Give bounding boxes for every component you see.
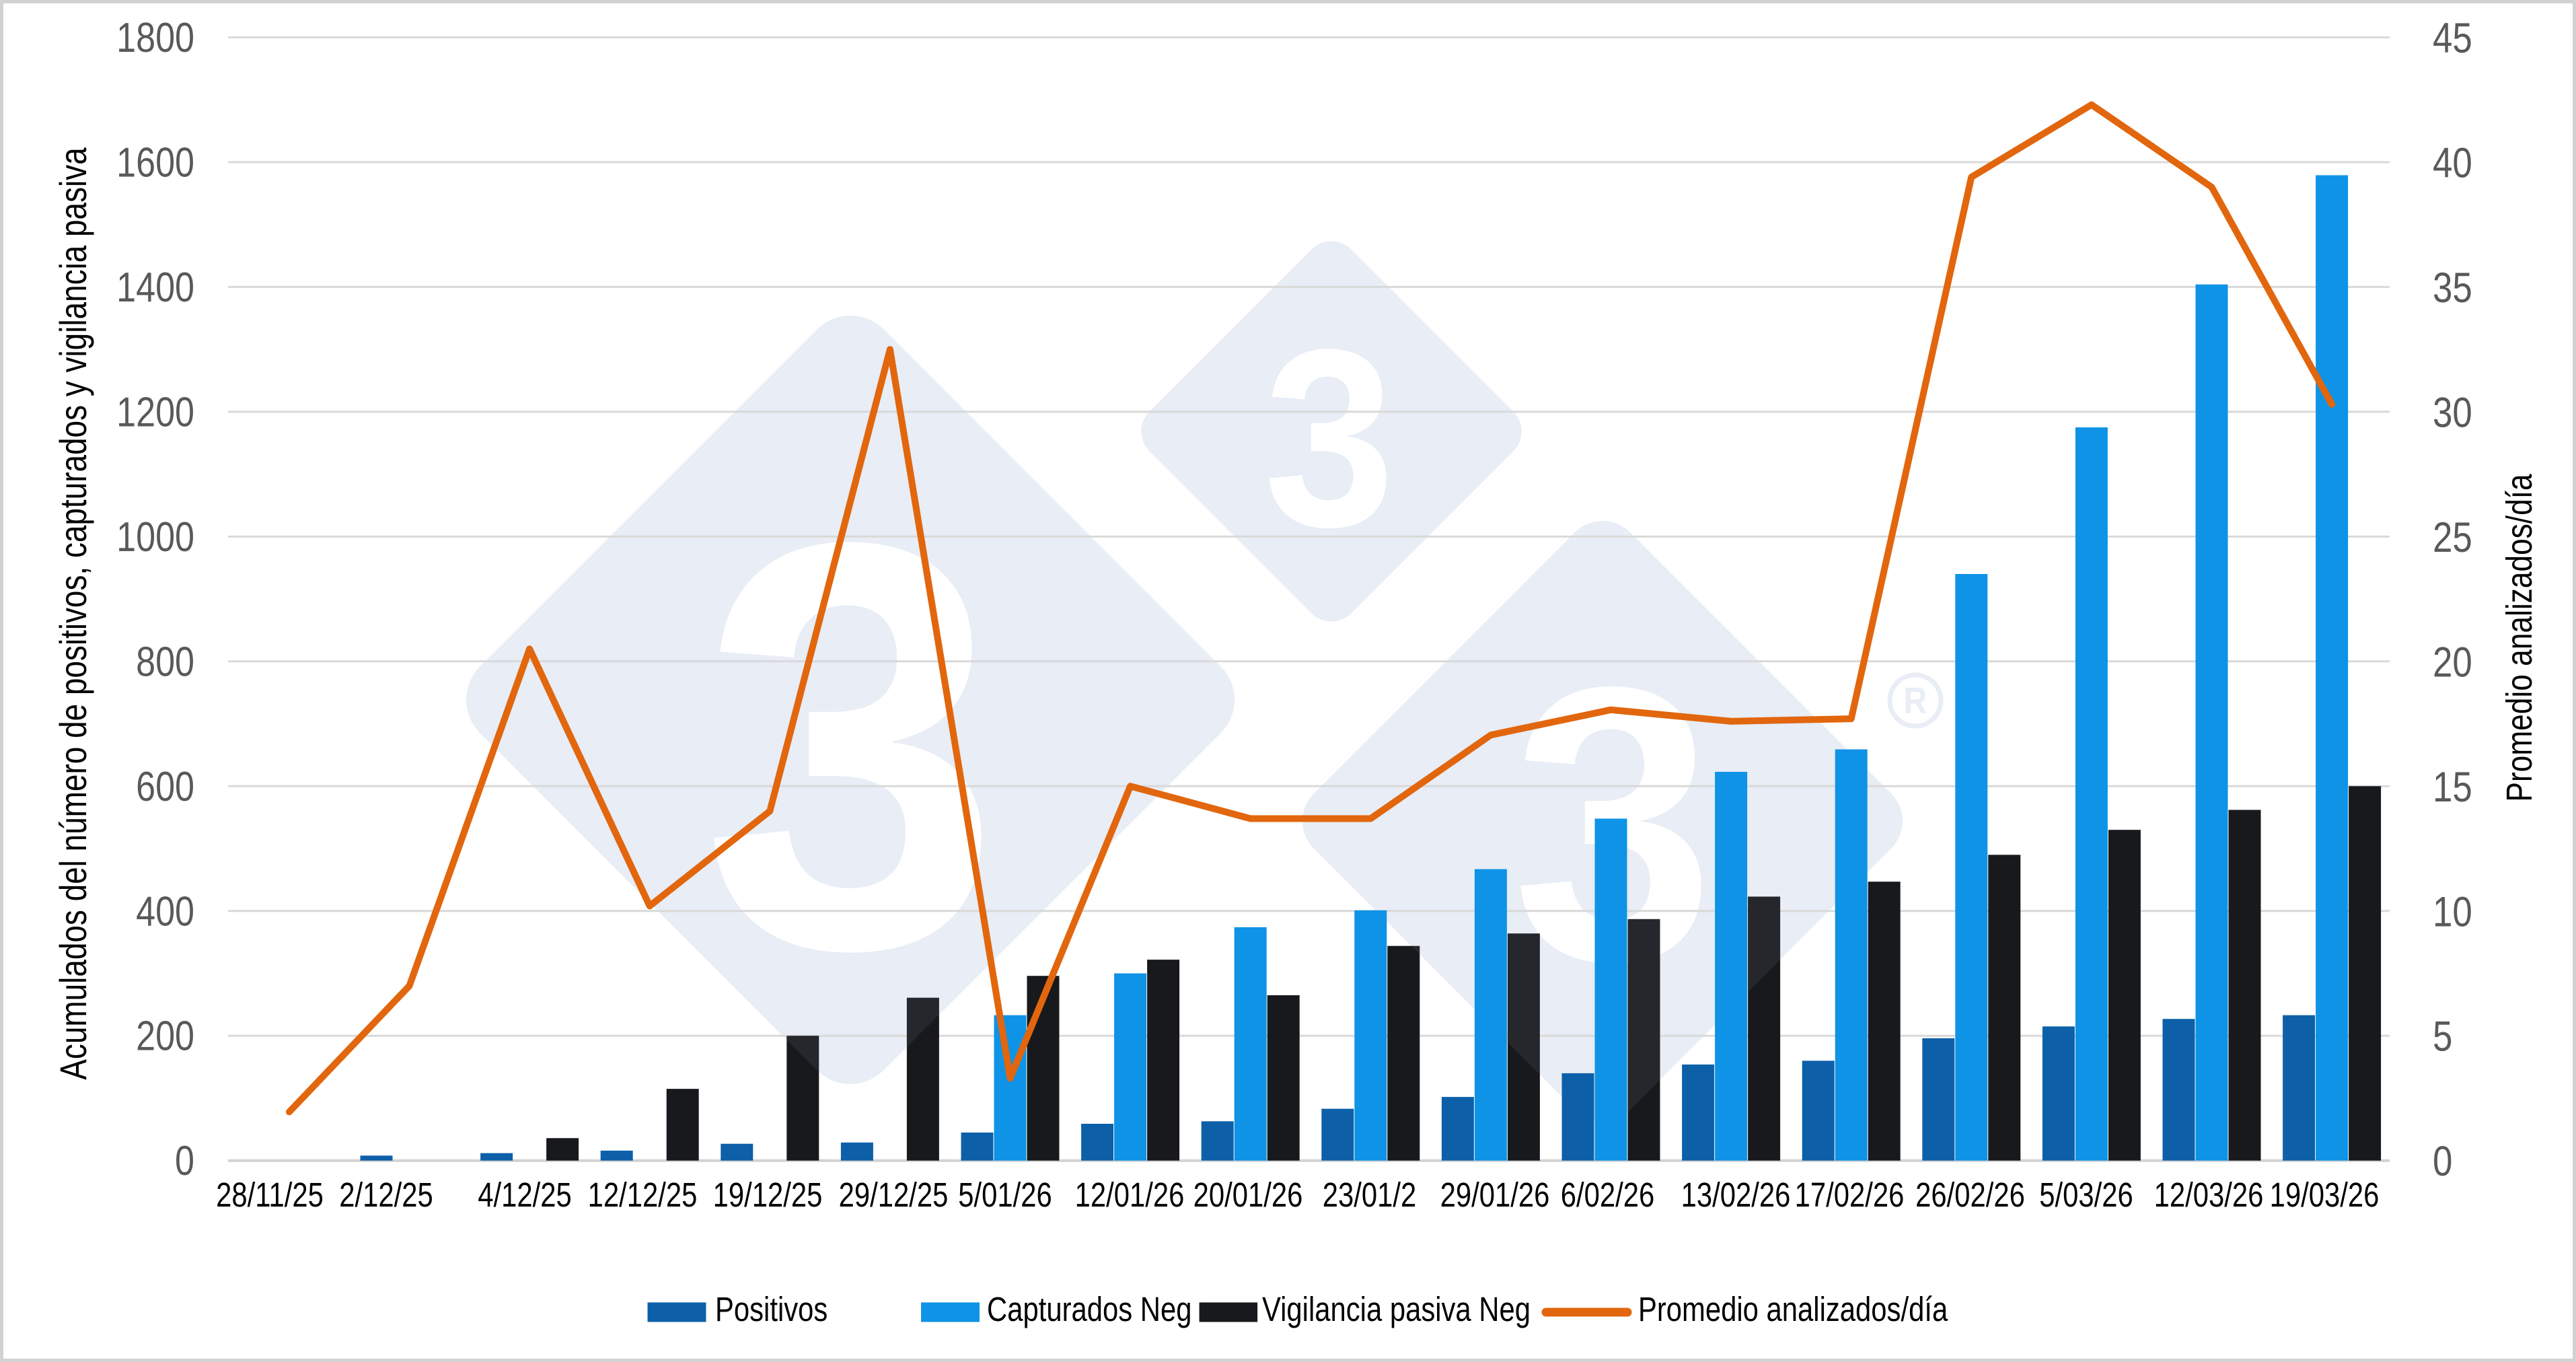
svg-text:29/12/25: 29/12/25 bbox=[839, 1176, 949, 1214]
svg-text:12/12/25: 12/12/25 bbox=[588, 1176, 698, 1214]
svg-text:0: 0 bbox=[2433, 1138, 2452, 1185]
svg-text:19/03/26: 19/03/26 bbox=[2270, 1176, 2380, 1214]
svg-text:3: 3 bbox=[1264, 296, 1395, 579]
svg-text:29/01/26: 29/01/26 bbox=[1440, 1176, 1550, 1214]
svg-text:30: 30 bbox=[2433, 389, 2472, 436]
svg-text:20: 20 bbox=[2433, 639, 2472, 686]
svg-text:12/01/26: 12/01/26 bbox=[1075, 1176, 1185, 1214]
svg-text:17/02/26: 17/02/26 bbox=[1795, 1176, 1905, 1214]
svg-text:1000: 1000 bbox=[116, 514, 194, 561]
svg-text:3: 3 bbox=[702, 422, 1001, 1069]
svg-text:0: 0 bbox=[175, 1138, 194, 1184]
svg-text:20/01/26: 20/01/26 bbox=[1193, 1176, 1303, 1214]
svg-text:5/03/26: 5/03/26 bbox=[2039, 1176, 2133, 1214]
svg-text:600: 600 bbox=[136, 764, 194, 810]
svg-text:800: 800 bbox=[136, 639, 194, 685]
svg-text:19/12/25: 19/12/25 bbox=[713, 1176, 823, 1214]
svg-text:400: 400 bbox=[136, 888, 194, 935]
svg-text:25: 25 bbox=[2433, 514, 2472, 561]
svg-text:35: 35 bbox=[2433, 264, 2472, 312]
svg-text:1800: 1800 bbox=[116, 15, 194, 61]
svg-text:1200: 1200 bbox=[116, 389, 194, 435]
svg-text:Promedio analizados/día: Promedio analizados/día bbox=[2499, 474, 2540, 802]
svg-text:26/02/26: 26/02/26 bbox=[1915, 1176, 2025, 1214]
svg-text:1600: 1600 bbox=[116, 139, 194, 186]
svg-text:45: 45 bbox=[2433, 15, 2472, 62]
svg-text:1400: 1400 bbox=[116, 264, 194, 311]
svg-text:5: 5 bbox=[2433, 1013, 2452, 1060]
svg-text:5/01/26: 5/01/26 bbox=[958, 1176, 1052, 1214]
svg-text:6/02/26: 6/02/26 bbox=[1561, 1176, 1654, 1214]
svg-text:10: 10 bbox=[2433, 888, 2472, 935]
svg-text:4/12/25: 4/12/25 bbox=[478, 1176, 571, 1214]
svg-text:Positivos: Positivos bbox=[715, 1290, 827, 1328]
svg-text:Vigilancia pasiva Neg: Vigilancia pasiva Neg bbox=[1262, 1290, 1531, 1328]
svg-text:23/01/2: 23/01/2 bbox=[1323, 1176, 1416, 1214]
svg-text:40: 40 bbox=[2433, 139, 2472, 186]
svg-text:15: 15 bbox=[2433, 763, 2472, 810]
svg-text:13/02/26: 13/02/26 bbox=[1681, 1176, 1791, 1214]
svg-text:Acumulados del número de posit: Acumulados del número de positivos, capt… bbox=[52, 147, 94, 1080]
svg-text:28/11/25: 28/11/25 bbox=[216, 1176, 324, 1214]
svg-text:200: 200 bbox=[136, 1013, 194, 1059]
svg-text:2/12/25: 2/12/25 bbox=[339, 1176, 433, 1214]
svg-text:12/03/26: 12/03/26 bbox=[2154, 1176, 2264, 1214]
svg-text:Capturados Neg: Capturados Neg bbox=[987, 1290, 1191, 1328]
svg-text:R: R bbox=[1904, 680, 1927, 721]
svg-text:Promedio analizados/día: Promedio analizados/día bbox=[1638, 1290, 1948, 1328]
